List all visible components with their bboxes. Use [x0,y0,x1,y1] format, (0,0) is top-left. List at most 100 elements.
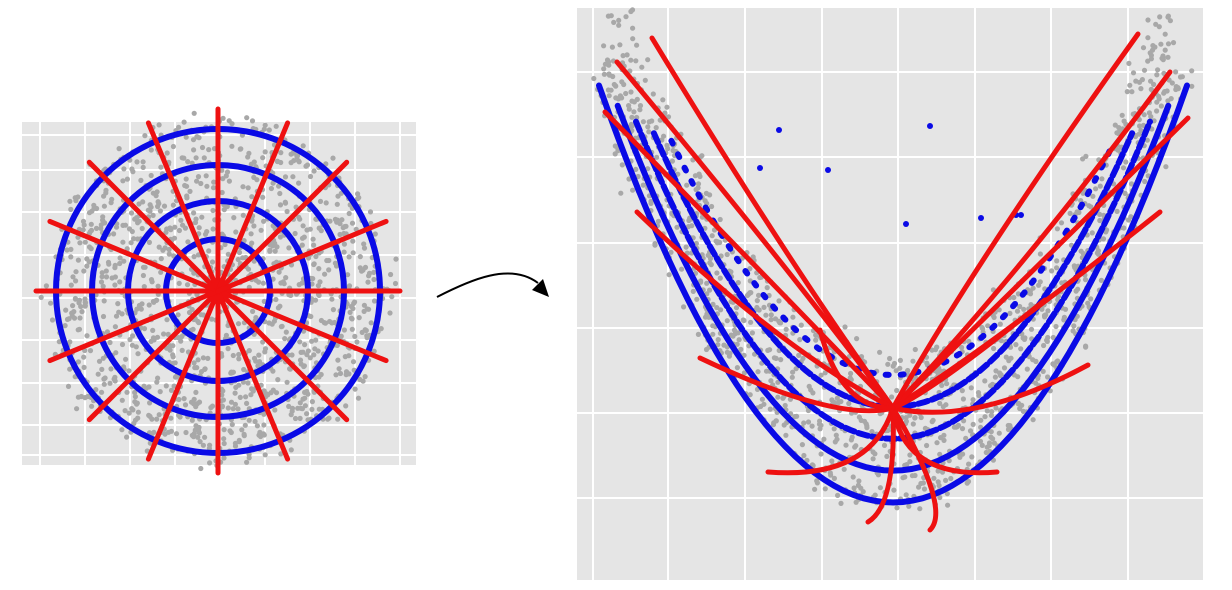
sample-point [219,189,225,196]
sample-point [838,500,844,506]
sample-point [1115,130,1121,136]
sample-point [674,224,680,230]
sample-point [341,249,347,255]
sample-point [629,114,635,120]
sample-point [309,406,315,412]
sample-point [166,246,172,253]
sample-point [872,451,878,457]
sample-point [605,13,612,19]
sample-point [693,187,699,193]
sample-point [233,229,239,235]
sample-point [161,203,168,209]
sample-point [964,480,970,486]
sample-point [756,307,762,313]
sample-point [223,332,229,338]
sample-point [705,252,711,258]
sample-point [630,36,636,42]
sample-point [851,485,857,491]
sample-point [853,499,859,505]
sample-point [740,317,746,323]
sample-point [941,432,947,438]
sample-point [134,306,140,312]
sample-point [312,297,319,303]
sample-point [315,283,321,289]
contour-dot [978,215,984,221]
sample-point [710,331,716,337]
sample-point [1098,277,1104,283]
sample-point [616,17,622,23]
sample-point [121,258,127,264]
sample-point [771,420,777,426]
sample-point [877,485,884,491]
sample-point [1050,334,1056,341]
sample-point [232,440,238,446]
sample-point [902,462,908,468]
sample-point [1053,323,1059,330]
sample-point [748,290,754,296]
sample-point [850,474,856,480]
sample-point [801,452,807,459]
sample-point [134,400,140,406]
sample-point [619,162,625,168]
sample-point [148,172,154,179]
sample-point [165,429,172,435]
sample-point [304,352,310,358]
sample-point [1144,137,1150,143]
sample-point [1016,400,1022,406]
sample-point [1090,193,1096,199]
sample-point [715,342,721,348]
sample-point [206,147,212,153]
sample-point [1080,156,1086,162]
sample-point [273,296,279,303]
sample-point [107,339,113,346]
sample-point [362,374,368,380]
sample-point [361,241,367,247]
sample-point [246,417,252,423]
sample-point [609,44,616,50]
sample-point [613,95,619,101]
sample-point [196,424,202,430]
sample-point [993,405,999,411]
sample-point [284,208,290,215]
sample-point [715,239,721,245]
sample-point [104,329,110,335]
sample-point [199,144,206,151]
sample-point [109,275,115,281]
sample-point [934,440,940,446]
sample-point [341,230,347,237]
sample-point [68,246,74,252]
sample-point [274,158,281,164]
sample-point [935,479,941,485]
sample-point [148,277,155,283]
sample-point [236,356,242,362]
sample-point [220,176,226,182]
sample-point [1149,47,1156,53]
sample-point [242,422,248,428]
sample-point [1156,93,1162,99]
sample-point [606,93,612,99]
sample-point [84,256,90,262]
sample-point [107,380,113,386]
sample-point [834,395,840,401]
sample-point [121,166,127,172]
sample-point [211,179,217,185]
radial-ray [215,218,389,294]
warped-contour [668,137,1118,379]
sample-point [330,307,336,313]
sample-point [733,305,740,311]
sample-point [191,147,197,153]
sample-point [846,400,852,407]
sample-point [245,154,251,160]
sample-point [307,355,313,361]
sample-point [393,256,399,262]
sample-point [195,434,201,440]
sample-point [313,253,319,260]
sample-point [179,333,185,340]
sample-point [264,391,270,397]
sample-point [113,224,120,230]
sample-point [254,423,260,429]
sample-point [718,307,724,313]
sample-point [128,240,134,246]
sample-point [1037,251,1043,257]
